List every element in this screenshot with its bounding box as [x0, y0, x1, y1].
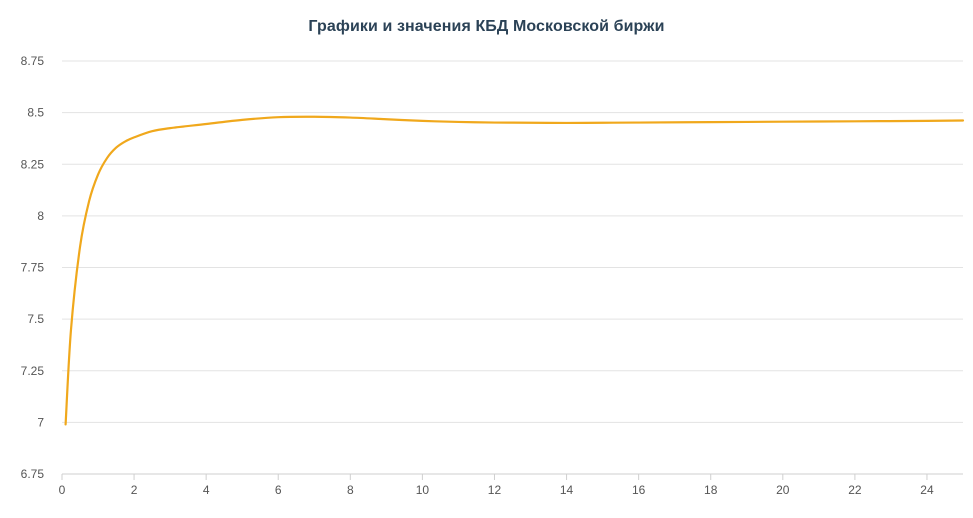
x-tick-label: 2 — [131, 483, 138, 497]
chart-title: Графики и значения КБД Московской биржи — [308, 18, 665, 35]
x-tick-label: 12 — [488, 483, 502, 497]
series-layer — [64, 115, 965, 426]
x-tick-label: 4 — [203, 483, 210, 497]
y-tick-label: 8.5 — [27, 106, 44, 120]
x-tick-label: 10 — [416, 483, 430, 497]
x-tick-label: 0 — [59, 483, 66, 497]
x-tick-label: 6 — [275, 483, 282, 497]
y-tick-label: 8 — [37, 209, 44, 223]
y-tick-label: 7.5 — [27, 312, 44, 326]
x-tick-label: 16 — [632, 483, 646, 497]
grid-layer — [62, 60, 963, 423]
x-tick-label: 22 — [848, 483, 862, 497]
x-tick-label: 18 — [704, 483, 718, 497]
x-tick-label: 14 — [560, 483, 574, 497]
y-tick-label: 7.25 — [21, 364, 45, 378]
y-tick-label: 8.75 — [21, 54, 45, 68]
y-tick-label: 7 — [37, 415, 44, 429]
x-tick-label: 8 — [347, 483, 354, 497]
x-tick-label: 24 — [920, 483, 934, 497]
y-tick-label: 6.75 — [21, 467, 45, 481]
y-tick-label: 7.75 — [21, 261, 45, 275]
y-tick-label: 8.25 — [21, 157, 45, 171]
x-tick-label: 20 — [776, 483, 790, 497]
yield-curve-line — [64, 115, 965, 426]
